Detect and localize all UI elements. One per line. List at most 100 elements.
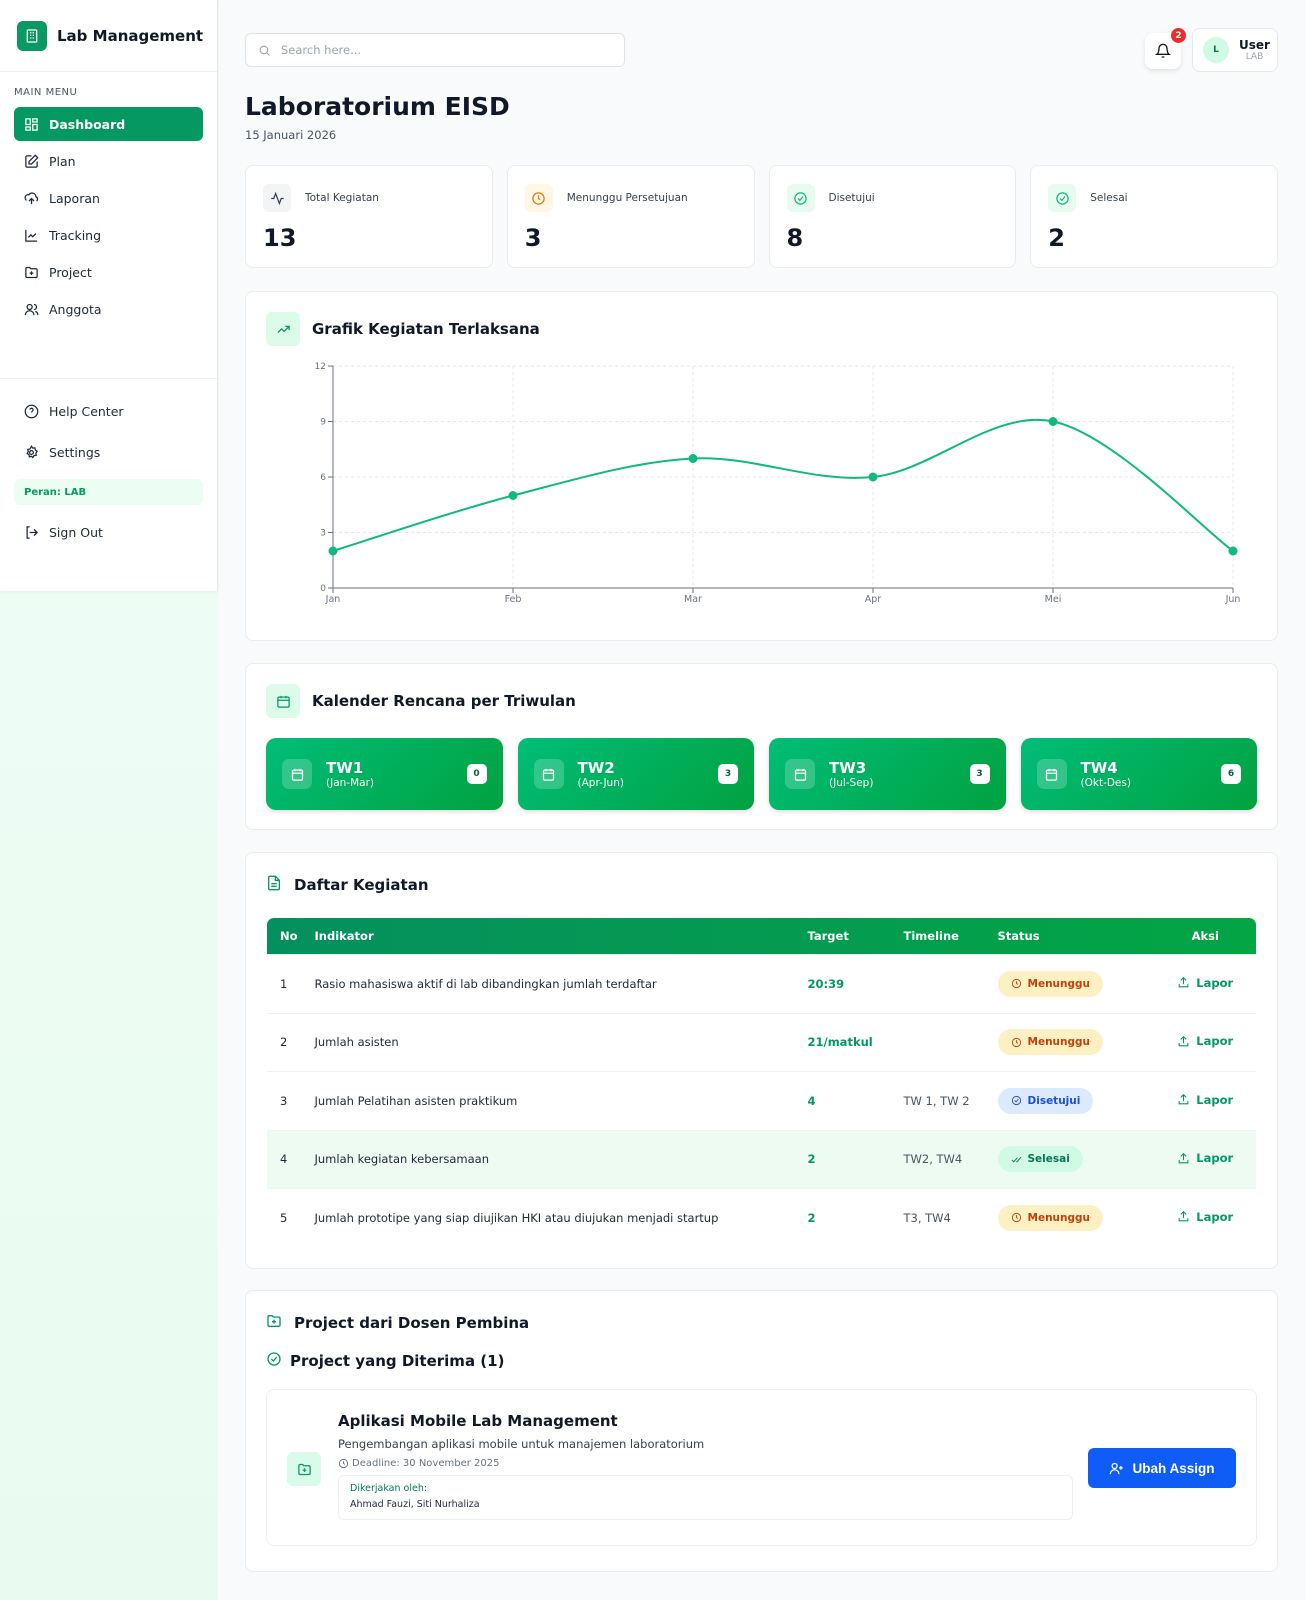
quarter-range: (Apr-Jun) [577, 777, 624, 789]
sidebar-item-project[interactable]: Project [14, 255, 203, 289]
sign-out-label: Sign Out [49, 524, 103, 540]
cell-target: 21/matkul [807, 1012, 904, 1072]
table-row: 4 Jumlah kegiatan kebersamaan 2 TW2, TW4 Sel… [267, 1129, 1256, 1189]
page-title: Laboratorium EISD [245, 92, 510, 121]
folder-plus-icon [25, 266, 38, 278]
sidebar-item-label: Settings [49, 444, 101, 460]
cell-no: 3 [267, 1071, 315, 1130]
cell-target: 20:39 [807, 954, 904, 1013]
lapor-button[interactable]: Lapor [1177, 1151, 1233, 1165]
activity-icon [263, 184, 291, 212]
upload-cloud-icon [24, 191, 39, 204]
cell-no: 1 [267, 954, 315, 1013]
cell-timeline: TW2, TW4 [903, 1129, 998, 1189]
upload-icon [1178, 1210, 1189, 1222]
lapor-button[interactable]: Lapor [1177, 1093, 1233, 1107]
column-header: Indikator [314, 929, 374, 943]
kegiatan-title: Daftar Kegiatan [294, 876, 429, 894]
sign-out-button[interactable]: Sign Out [14, 513, 203, 551]
quarter-range: (Jan-Mar) [326, 777, 374, 789]
data-point [1048, 417, 1058, 426]
cell-indikator: Jumlah prototipe yang siap diujikan HKI … [314, 1188, 808, 1247]
column-header: No [280, 929, 298, 943]
avatar: L [1203, 37, 1229, 63]
sidebar-item-laporan[interactable]: Laporan [14, 181, 203, 215]
stat-label: Menunggu Persetujuan [566, 192, 688, 204]
check-circle-icon [266, 1351, 282, 1371]
x-tick-label: Jan [325, 594, 341, 605]
quarter-card-tw3[interactable]: TW3 (Jul-Sep) 3 [769, 738, 1006, 810]
sidebar-item-anggota[interactable]: Anggota [14, 292, 203, 326]
table-row: 3 Jumlah Pelatihan asisten praktikum 4 TW 1… [267, 1071, 1256, 1130]
stat-menunggu: Menunggu Persetujuan 3 [506, 165, 755, 268]
sidebar-item-label: Anggota [49, 301, 102, 317]
project-item: Aplikasi Mobile Lab Management Pengemban… [266, 1389, 1257, 1546]
calendar-icon [1036, 759, 1067, 789]
stat-value: 3 [524, 224, 542, 252]
lapor-button[interactable]: Lapor [1177, 1034, 1233, 1048]
cell-no: 4 [267, 1129, 315, 1189]
quarter-card-tw2[interactable]: TW2 (Apr-Jun) 3 [517, 738, 754, 810]
users-icon [24, 303, 39, 315]
column-header: Timeline [903, 929, 959, 943]
quarter-count: 3 [969, 764, 990, 784]
lapor-button[interactable]: Lapor [1177, 976, 1233, 990]
stat-label: Selesai [1090, 192, 1128, 204]
cell-no: 5 [267, 1188, 315, 1247]
y-tick-label: 9 [320, 418, 326, 428]
data-point [1228, 546, 1238, 556]
cell-indikator: Jumlah kegiatan kebersamaan [314, 1129, 808, 1189]
stat-value: 2 [1048, 224, 1065, 252]
sidebar-item-help-center[interactable]: Help Center [14, 392, 203, 430]
cell-target: 4 [807, 1071, 904, 1130]
search-input[interactable]: Search here... [245, 33, 625, 67]
status-badge: Menunggu [997, 1029, 1104, 1056]
line-chart: 0 3 6 9 12 Jan Feb Mar Apr Mei Jun [315, 362, 1241, 605]
notification-button[interactable]: 2 [1145, 28, 1186, 69]
quarter-card-tw4[interactable]: TW4 (Okt-Des) 6 [1020, 738, 1257, 810]
sidebar-item-plan[interactable]: Plan [14, 144, 203, 178]
kegiatan-card: Daftar Kegiatan No Indikator Target Timelin… [245, 852, 1278, 1269]
cell-indikator: Jumlah asisten [314, 1012, 808, 1072]
lapor-button[interactable]: Lapor [1177, 1210, 1233, 1224]
table-row: 1 Rasio mahasiswa aktif di lab dibandingk… [267, 954, 1256, 1013]
sidebar-item-label: Laporan [49, 190, 100, 206]
user-menu[interactable]: L User LAB [1192, 28, 1278, 72]
folder-icon [287, 1452, 321, 1486]
status-badge: Disetujui [997, 1087, 1094, 1114]
user-name: User [1239, 38, 1270, 52]
sidebar-item-tracking[interactable]: Tracking [14, 218, 203, 252]
sidebar-item-settings[interactable]: Settings [14, 433, 203, 471]
status-label: Selesai [1027, 1153, 1070, 1166]
x-tick-label: Jun [1225, 594, 1241, 605]
page-date: 15 Januari 2026 [245, 128, 337, 142]
lapor-label: Lapor [1196, 1034, 1234, 1048]
status-label: Menunggu [1027, 1036, 1091, 1049]
sidebar-item-label: Plan [49, 153, 76, 169]
ubah-assign-button[interactable]: Ubah Assign [1088, 1448, 1236, 1488]
y-tick-label: 12 [315, 362, 326, 372]
sidebar-item-label: Tracking [49, 227, 102, 243]
user-plus-icon [1110, 1462, 1124, 1474]
check-circle-icon [1011, 1096, 1021, 1106]
brand: Lab Management [0, 0, 217, 72]
quarter-count: 6 [1221, 764, 1241, 784]
help-circle-icon [24, 404, 39, 418]
series-line [332, 418, 1234, 552]
quarter-card-tw1[interactable]: TW1 (Jan-Mar) 0 [266, 738, 503, 810]
lapor-label: Lapor [1196, 1092, 1234, 1107]
calendar-icon [282, 759, 312, 789]
stat-total-kegiatan: Total Kegiatan 13 [245, 165, 493, 268]
data-point [328, 546, 338, 556]
column-header: Aksi [1191, 929, 1219, 943]
sidebar-item-dashboard[interactable]: Dashboard [14, 107, 203, 141]
table-row: 2 Jumlah asisten 21/matkul Menunggu Lapor [267, 1012, 1256, 1072]
quarter-name: TW4 [1080, 759, 1118, 777]
upload-icon [1178, 1093, 1189, 1105]
chart-card: Grafik Kegiatan Terlaksana 0 3 6 9 12 Jan Feb M… [245, 291, 1278, 641]
app-name: Lab Management [57, 26, 204, 45]
x-tick-label: Mar [684, 594, 702, 605]
quarter-range: (Jul-Sep) [829, 777, 874, 789]
gear-icon [26, 444, 38, 458]
y-tick-label: 3 [320, 529, 326, 539]
